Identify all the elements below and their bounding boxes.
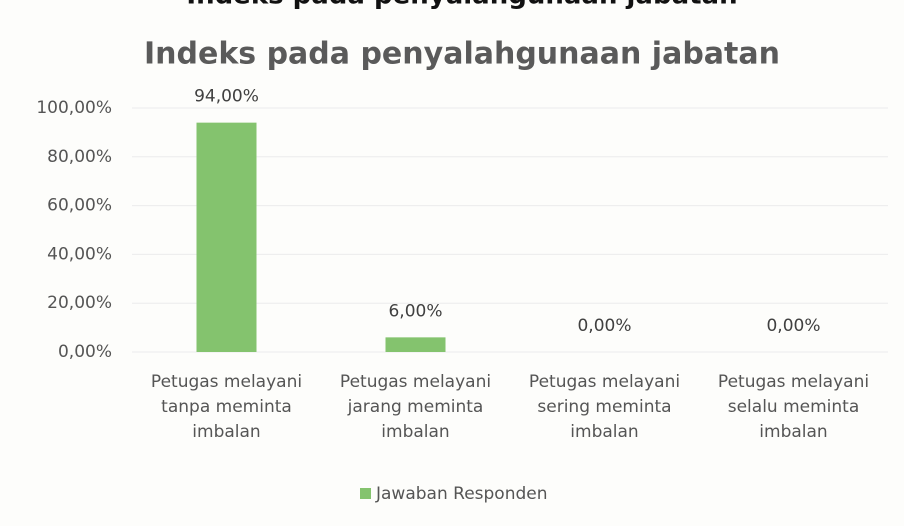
y-tick-label: 100,00% (36, 98, 112, 118)
data-label: 6,00% (388, 301, 442, 321)
y-tick-label: 80,00% (47, 147, 112, 167)
y-tick-label: 60,00% (47, 196, 112, 216)
data-label: 0,00% (766, 316, 820, 336)
y-tick-label: 40,00% (47, 244, 112, 264)
chart-title: Indeks pada penyalahgunaan jabatan (144, 37, 780, 72)
y-tick-label: 0,00% (58, 342, 112, 362)
bar (196, 122, 257, 352)
data-label: 94,00% (194, 87, 259, 107)
x-tick-label: Petugas melayani tanpa meminta imbalan (150, 372, 303, 442)
x-tick-label: Petugas melayani selalu meminta imbalan (717, 372, 870, 442)
cropped-heading: Indeks pada penyalahgunaan jabatan (186, 0, 737, 11)
y-tick-label: 20,00% (47, 293, 112, 313)
legend-label: Jawaban Responden (375, 484, 548, 504)
x-tick-label: Petugas melayani jarang meminta imbalan (339, 372, 492, 442)
data-label: 0,00% (577, 316, 631, 336)
x-tick-label: Petugas melayani sering meminta imbalan (528, 372, 681, 442)
legend-swatch (360, 488, 371, 499)
bar (385, 337, 446, 352)
